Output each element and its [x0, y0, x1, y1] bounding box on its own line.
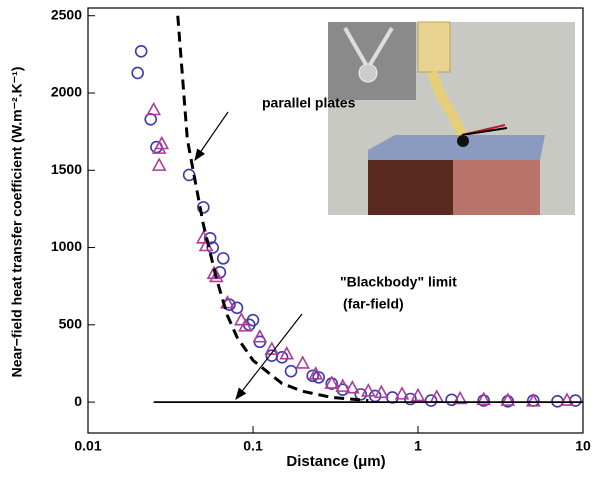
x-axis-label: Distance (μm) [286, 453, 385, 470]
annotation: (far-field) [343, 296, 404, 312]
y-tick-label: 1000 [51, 238, 82, 254]
point [502, 394, 514, 405]
y-tick-label: 2000 [51, 84, 82, 100]
inset-image [328, 22, 575, 215]
chart: Distance (μm) Near−field heat transfer c… [0, 0, 594, 472]
x-tick-label: 1 [414, 438, 422, 454]
point [297, 357, 309, 368]
annotation: "Blackbody" limit [340, 274, 457, 290]
x-tick-label: 10 [575, 438, 591, 454]
x-tick-label: 0.1 [243, 438, 263, 454]
point [396, 388, 408, 399]
page: Distance (μm) Near−field heat transfer c… [0, 0, 594, 477]
point [266, 350, 277, 361]
annotation: parallel plates [262, 95, 356, 111]
point [153, 159, 165, 170]
point [145, 114, 156, 125]
point [148, 104, 160, 115]
y-tick-label: 0 [74, 393, 82, 409]
arrow [195, 112, 228, 160]
point [286, 366, 297, 377]
y-axis-label: Near−field heat transfer coefficient (W.… [9, 67, 25, 378]
point [132, 67, 143, 78]
point [326, 377, 338, 388]
point [218, 253, 229, 264]
y-tick-label: 500 [59, 316, 83, 332]
point [136, 46, 147, 57]
y-tick-label: 1500 [51, 161, 82, 177]
point [184, 169, 195, 180]
y-tick-label: 2500 [51, 6, 82, 22]
x-tick-label: 0.01 [74, 438, 101, 454]
